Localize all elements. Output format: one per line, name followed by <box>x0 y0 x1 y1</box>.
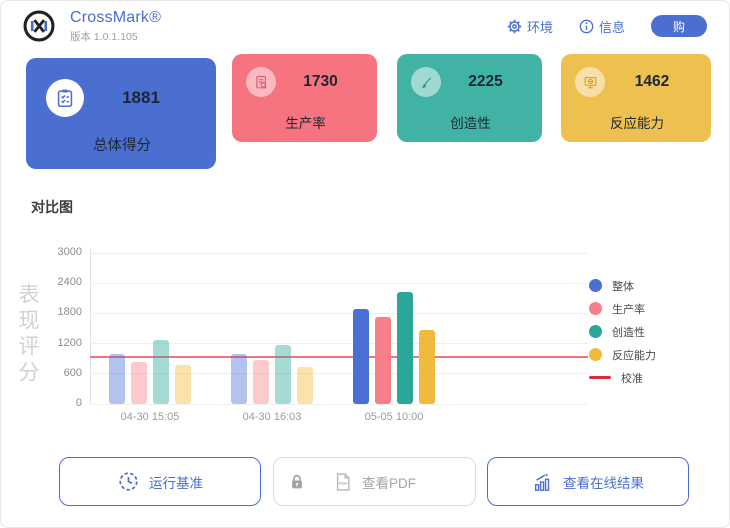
run-benchmark-button[interactable]: 运行基准 <box>59 457 261 506</box>
creativity-score-value: 2225 <box>468 73 503 90</box>
header: CrossMark® 版本 1.0.1.105 环境 <box>1 1 729 47</box>
creativity-label: 创造性 <box>450 116 491 131</box>
bar-反应能力-run3[interactable] <box>419 330 435 404</box>
bar-生产率-run1[interactable] <box>131 362 147 404</box>
gridline <box>90 312 588 314</box>
crossmark-logo-icon <box>23 10 55 42</box>
legend-dot-icon <box>589 348 602 361</box>
bar-整体-run3[interactable] <box>353 309 369 404</box>
gridline <box>90 403 588 405</box>
lock-icon <box>292 474 302 488</box>
environment-button[interactable]: 环境 <box>507 17 553 36</box>
creativity-card: 2225 创造性 <box>397 54 542 142</box>
pdf-file-icon: PDF <box>336 472 350 491</box>
view-online-results-button[interactable]: 查看在线结果 <box>487 457 689 506</box>
legend-label: 整体 <box>612 280 634 293</box>
lock-wrap <box>288 458 306 505</box>
chart-title: 对比图 <box>31 199 73 215</box>
legend-item-生产率[interactable]: 生产率 <box>589 302 656 316</box>
x-axis-category-label: 04-30 15:05 <box>120 411 180 423</box>
productivity-card: 1730 生产率 <box>232 54 377 142</box>
y-axis-tick-label: 1200 <box>57 336 82 349</box>
overall-score-card: 1881 总体得分 <box>26 58 216 169</box>
legend-item-创造性[interactable]: 创造性 <box>589 325 656 339</box>
y-axis-tick-label: 600 <box>63 366 82 379</box>
bar-生产率-run3[interactable] <box>375 316 391 404</box>
svg-text:PDF: PDF <box>339 480 348 485</box>
info-button[interactable]: 信息 <box>579 17 625 36</box>
bar-反应能力-run2[interactable] <box>297 366 313 404</box>
environment-label: 环境 <box>526 19 553 35</box>
app-version: 版本 1.0.1.105 <box>70 30 138 43</box>
responsiveness-label: 反应能力 <box>610 116 664 131</box>
info-icon <box>579 19 594 33</box>
legend-label: 生产率 <box>612 303 645 316</box>
title-block: CrossMark® 版本 1.0.1.105 <box>70 9 161 44</box>
bar-整体-run2[interactable] <box>231 354 247 404</box>
view-pdf-label: 查看PDF <box>362 475 416 491</box>
legend-item-反应能力[interactable]: 反应能力 <box>589 348 656 362</box>
info-label: 信息 <box>598 19 625 35</box>
y-axis-tick-label: 2400 <box>57 276 82 289</box>
gear-icon <box>507 19 522 33</box>
legend-dot-icon <box>589 279 602 292</box>
card-top: 1881 <box>46 79 198 117</box>
y-axis-tick-label: 3000 <box>57 246 82 258</box>
y-axis-tick-label: 1800 <box>57 306 82 319</box>
bar-整体-run1[interactable] <box>109 353 125 404</box>
view-pdf-button[interactable]: PDF 查看PDF <box>273 457 476 506</box>
document-search-icon <box>246 67 276 97</box>
x-axis-category-label: 05-05 10:00 <box>364 411 424 423</box>
header-actions: 环境 信息 购 <box>507 15 707 37</box>
legend-dot-icon <box>589 302 602 315</box>
bar-反应能力-run1[interactable] <box>175 365 191 404</box>
y-axis-tick-label: 0 <box>75 397 82 409</box>
gridline <box>90 343 588 345</box>
chart-legend: 整体生产率创造性反应能力校准 <box>589 279 656 394</box>
bar-创造性-run3[interactable] <box>397 292 413 404</box>
overall-score-label: 总体得分 <box>93 138 151 154</box>
overall-score-value: 1881 <box>122 88 160 107</box>
productivity-score-value: 1730 <box>303 73 338 90</box>
y-axis-title: 表现评分 <box>16 283 39 387</box>
clock-icon <box>119 472 138 491</box>
legend-label: 创造性 <box>612 326 645 339</box>
gridline <box>90 252 588 254</box>
bar-生产率-run2[interactable] <box>253 359 269 404</box>
responsiveness-card: 1462 反应能力 <box>561 54 711 142</box>
legend-item-校准[interactable]: 校准 <box>589 371 656 385</box>
card-top: 2225 <box>411 67 530 97</box>
x-axis-category-label: 04-30 16:03 <box>242 411 302 423</box>
calibration-line <box>90 356 588 359</box>
bar-chart-arrow-icon <box>534 473 550 491</box>
legend-label: 校准 <box>621 372 643 385</box>
responsiveness-score-value: 1462 <box>634 73 670 90</box>
legend-dot-icon <box>589 325 602 338</box>
run-benchmark-label: 运行基准 <box>149 475 203 491</box>
view-online-results-label: 查看在线结果 <box>563 475 644 491</box>
monitor-icon <box>575 67 605 97</box>
gridline <box>90 373 588 375</box>
productivity-label: 生产率 <box>285 116 326 131</box>
legend-line-icon <box>589 376 611 379</box>
gridline <box>90 282 588 284</box>
card-top: 1462 <box>575 67 699 97</box>
card-top: 1730 <box>246 67 365 97</box>
buy-button[interactable]: 购 <box>651 15 707 37</box>
chart-plot: 0 600 1200 1800 2400 3000 04-30 15:05 04-30 16:… <box>58 246 588 423</box>
legend-item-整体[interactable]: 整体 <box>589 279 656 293</box>
clipboard-check-icon <box>46 79 84 117</box>
app-title: CrossMark® <box>70 8 162 26</box>
bar-创造性-run2[interactable] <box>275 345 291 404</box>
bar-创造性-run1[interactable] <box>153 339 169 404</box>
legend-label: 反应能力 <box>612 349 656 362</box>
paintbrush-icon <box>411 67 441 97</box>
